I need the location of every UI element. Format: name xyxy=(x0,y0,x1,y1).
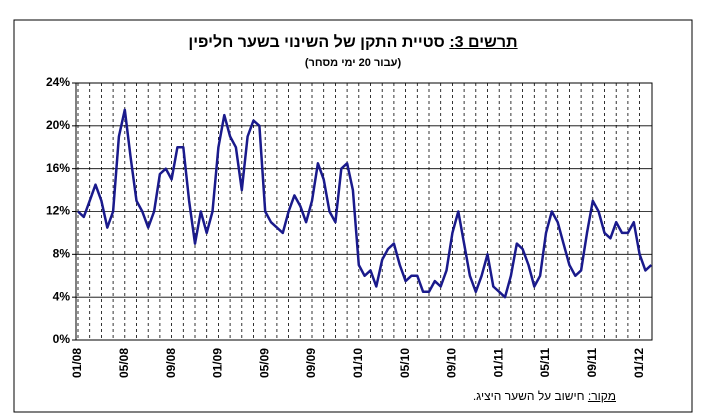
y-tick-label: 20% xyxy=(46,118,70,132)
y-tick-label: 16% xyxy=(46,161,70,175)
x-tick-label: 01/11 xyxy=(491,348,505,378)
y-tick-label: 4% xyxy=(53,289,71,303)
source-text: חישוב על השער היציג. xyxy=(472,389,585,403)
y-tick-label: 24% xyxy=(46,75,70,89)
chart-border xyxy=(13,19,693,413)
x-tick-label: 01/09 xyxy=(211,348,225,378)
series-line xyxy=(77,108,653,299)
source-label: מקור: xyxy=(587,389,616,403)
title: תרשים 3: סטיית התקן של השינוי בשער חליפי… xyxy=(0,34,706,52)
y-tick-label: 8% xyxy=(53,247,71,261)
y-tick-label: 0% xyxy=(53,332,71,346)
x-tick-label: 09/08 xyxy=(164,348,178,378)
title-text: סטיית התקן של השינוי בשער חליפין xyxy=(188,34,445,51)
source: מקור: חישוב על השער היציג. xyxy=(473,389,616,403)
y-tick-label: 12% xyxy=(46,204,70,218)
x-tick-label: 09/10 xyxy=(445,348,459,378)
x-tick-label: 05/09 xyxy=(257,348,271,378)
x-tick-label: 05/08 xyxy=(117,348,131,378)
x-tick-label: 09/09 xyxy=(304,348,318,378)
x-tick-label: 05/10 xyxy=(398,348,412,378)
subtitle: (עבור 20 ימי מסחר) xyxy=(304,57,402,69)
x-tick-label: 01/10 xyxy=(351,348,365,378)
x-tick-label: 09/11 xyxy=(585,348,599,378)
x-tick-label: 01/08 xyxy=(70,348,84,378)
x-tick-label: 01/12 xyxy=(632,348,646,378)
title-label: תרשים 3: xyxy=(449,34,518,51)
x-tick-label: 05/11 xyxy=(538,348,552,378)
